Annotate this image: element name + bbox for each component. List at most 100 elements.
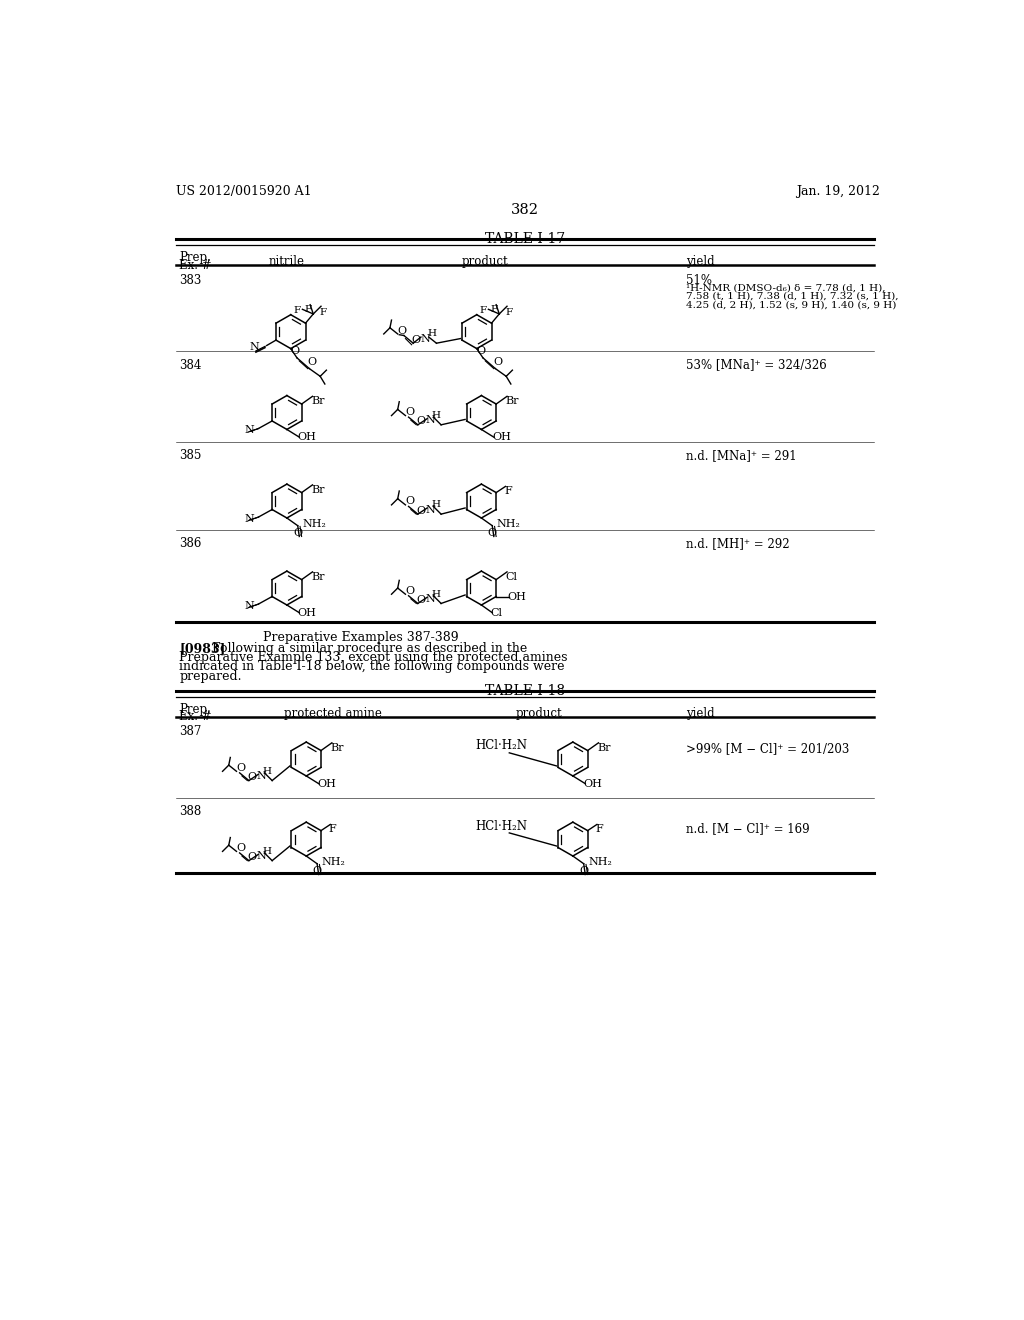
Text: O: O [248,772,256,781]
Text: N: N [244,601,254,611]
Text: F: F [319,308,327,317]
Text: HCl·H₂N: HCl·H₂N [475,739,527,751]
Text: Cl: Cl [506,572,517,582]
Text: F: F [506,308,513,317]
Text: Ex. #: Ex. # [179,710,212,723]
Text: 385: 385 [179,449,202,462]
Text: N: N [250,342,259,352]
Text: O: O [580,866,588,876]
Text: O: O [406,586,415,595]
Text: NH₂: NH₂ [322,857,346,867]
Text: NH₂: NH₂ [497,519,521,529]
Text: O: O [417,595,425,605]
Text: H: H [263,767,271,776]
Text: product: product [461,255,508,268]
Text: OH: OH [493,432,511,442]
Text: F: F [504,487,512,496]
Text: H: H [263,847,271,855]
Text: TABLE I-18: TABLE I-18 [484,684,565,697]
Text: Prep.: Prep. [179,702,211,715]
Text: 51%: 51% [686,275,712,286]
Text: H: H [432,411,440,420]
Text: F: F [304,305,311,314]
Text: O: O [308,358,316,367]
Text: TABLE I-17: TABLE I-17 [484,231,565,246]
Text: n.d. [M − Cl]⁺ = 169: n.d. [M − Cl]⁺ = 169 [686,822,810,836]
Text: Following a similar procedure as described in the: Following a similar procedure as describ… [212,642,527,655]
Text: O: O [494,358,503,367]
Text: N: N [244,513,254,524]
Text: N: N [244,425,254,436]
Text: O: O [412,335,421,345]
Text: [0983]: [0983] [179,642,225,655]
Text: Jan. 19, 2012: Jan. 19, 2012 [796,185,880,198]
Text: Br: Br [311,396,325,407]
Text: O: O [406,496,415,507]
Text: N: N [257,851,266,861]
Text: O: O [237,763,246,774]
Text: F: F [595,825,603,834]
Text: O: O [291,346,300,356]
Text: yield: yield [686,255,715,268]
Text: O: O [312,866,322,876]
Text: Ex. #: Ex. # [179,259,212,272]
Text: Br: Br [311,484,325,495]
Text: H: H [427,330,436,338]
Text: 382: 382 [511,203,539,216]
Text: O: O [237,843,246,853]
Text: F: F [479,306,486,315]
Text: nitrile: nitrile [269,255,305,268]
Text: F: F [329,825,337,834]
Text: product: product [515,706,562,719]
Text: O: O [477,346,486,356]
Text: 53% [MNa]⁺ = 324/326: 53% [MNa]⁺ = 324/326 [686,359,826,372]
Text: OH: OH [298,607,316,618]
Text: O: O [417,416,425,426]
Text: yield: yield [686,706,715,719]
Text: N: N [426,504,435,515]
Text: Br: Br [311,572,325,582]
Text: Br: Br [331,743,344,752]
Text: 4.25 (d, 2 H), 1.52 (s, 9 H), 1.40 (s, 9 H): 4.25 (d, 2 H), 1.52 (s, 9 H), 1.40 (s, 9… [686,300,896,309]
Text: 388: 388 [179,805,202,818]
Text: N: N [426,416,435,425]
Text: Br: Br [597,743,610,752]
Text: Cl: Cl [490,607,503,618]
Text: 7.58 (t, 1 H), 7.38 (d, 1 H), 7.32 (s, 1 H),: 7.58 (t, 1 H), 7.38 (d, 1 H), 7.32 (s, 1… [686,292,898,301]
Text: NH₂: NH₂ [589,857,612,867]
Text: OH: OH [507,591,526,602]
Text: Preparative Example 133, except using the protected amines: Preparative Example 133, except using th… [179,651,567,664]
Text: O: O [487,528,497,539]
Text: N: N [426,594,435,603]
Text: O: O [406,407,415,417]
Text: n.d. [MH]⁺ = 292: n.d. [MH]⁺ = 292 [686,537,790,550]
Text: Prep.: Prep. [179,251,211,264]
Text: 386: 386 [179,537,202,550]
Text: n.d. [MNa]⁺ = 291: n.d. [MNa]⁺ = 291 [686,449,797,462]
Text: HCl·H₂N: HCl·H₂N [475,820,527,833]
Text: O: O [248,853,256,862]
Text: protected amine: protected amine [285,706,382,719]
Text: O: O [417,506,425,516]
Text: 384: 384 [179,359,202,372]
Text: OH: OH [317,779,336,788]
Text: 383: 383 [179,275,202,286]
Text: 387: 387 [179,725,202,738]
Text: O: O [293,528,302,539]
Text: F: F [490,305,498,314]
Text: H: H [432,500,440,510]
Text: O: O [397,326,407,335]
Text: ¹H-NMR (DMSO-d₆) δ = 7.78 (d, 1 H),: ¹H-NMR (DMSO-d₆) δ = 7.78 (d, 1 H), [686,284,886,292]
Text: F: F [294,306,301,315]
Text: US 2012/0015920 A1: US 2012/0015920 A1 [176,185,311,198]
Text: prepared.: prepared. [179,669,242,682]
Text: indicated in Table I-18 below, the following compounds were: indicated in Table I-18 below, the follo… [179,660,564,673]
Text: N: N [421,334,431,343]
Text: Preparative Examples 387-389: Preparative Examples 387-389 [263,631,459,644]
Text: H: H [432,590,440,599]
Text: OH: OH [298,432,316,442]
Text: Br: Br [506,396,519,407]
Text: >99% [M − Cl]⁺ = 201/203: >99% [M − Cl]⁺ = 201/203 [686,742,849,755]
Text: N: N [257,771,266,781]
Text: NH₂: NH₂ [302,519,327,529]
